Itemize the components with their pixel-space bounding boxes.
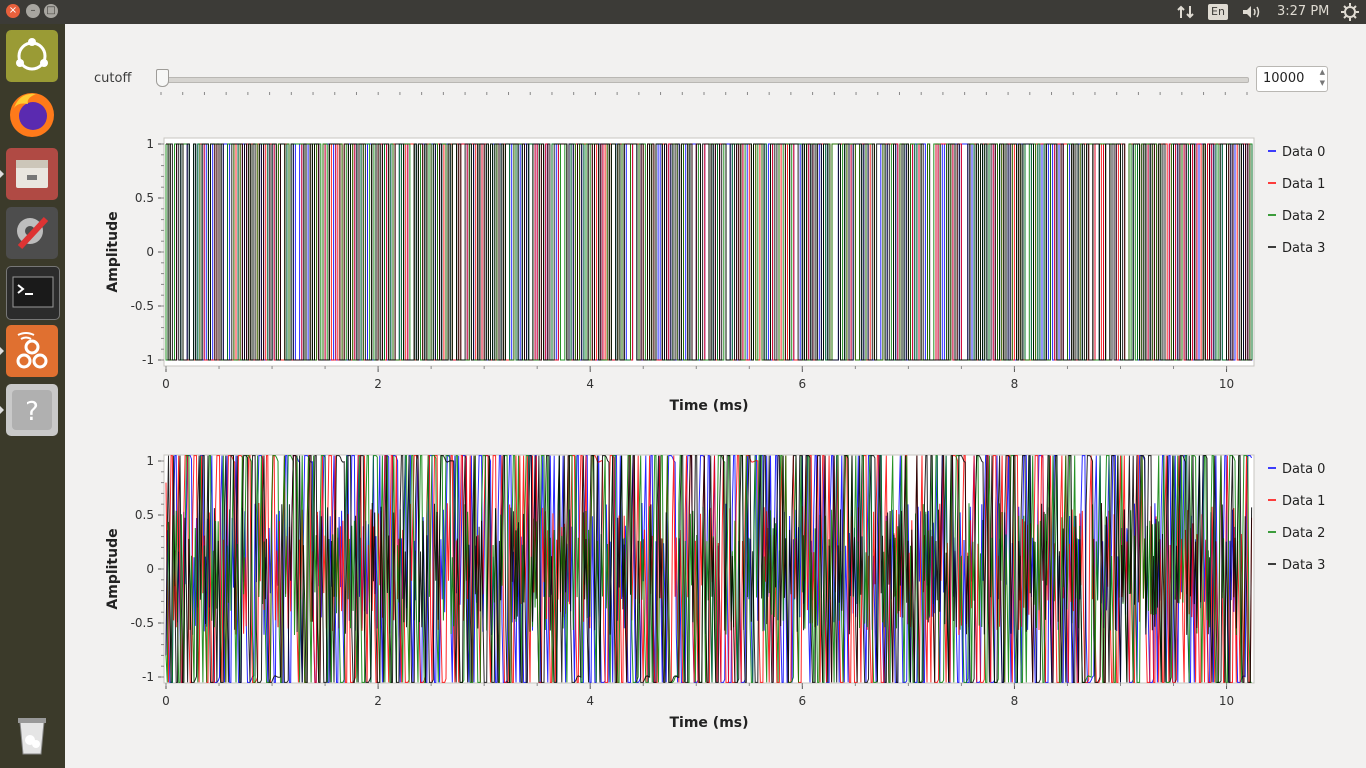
cutoff-spinbox[interactable]: 10000 ▲ ▼	[1256, 66, 1328, 92]
svg-text:?: ?	[25, 397, 39, 427]
y-tick-label: 0.5	[135, 508, 154, 522]
legend-label: Data 0	[1282, 462, 1325, 477]
y-tick-label: 0.5	[135, 191, 154, 205]
legend-label: Data 0	[1282, 145, 1325, 160]
top-panel: × – □ En 3:27 PM	[0, 0, 1366, 24]
legend-label: Data 1	[1282, 494, 1325, 509]
x-tick-label: 2	[374, 694, 382, 708]
cutoff-label: cutoff	[94, 71, 132, 86]
x-axis-label: Time (ms)	[669, 398, 748, 414]
x-tick-label: 8	[1011, 377, 1019, 391]
series-group	[165, 455, 1253, 683]
x-tick-label: 4	[586, 377, 594, 391]
file-manager-icon[interactable]	[0, 148, 58, 200]
x-axis-label: Time (ms)	[669, 715, 748, 731]
x-tick-label: 10	[1219, 694, 1234, 708]
y-tick-label: 1	[146, 137, 154, 151]
y-tick-label: -0.5	[131, 299, 154, 313]
minimize-window-button[interactable]: –	[26, 4, 40, 18]
x-tick-label: 2	[374, 377, 382, 391]
network-updown-icon[interactable]	[1176, 0, 1196, 24]
cutoff-value[interactable]: 10000	[1263, 71, 1305, 86]
spin-down-arrow-icon[interactable]: ▼	[1319, 79, 1325, 87]
series-line-3	[165, 455, 1253, 683]
y-tick-label: -1	[142, 353, 154, 367]
series-line-3	[166, 143, 1252, 361]
x-tick-label: 0	[162, 694, 170, 708]
legend-label: Data 3	[1282, 558, 1325, 573]
ubuntu-dash-icon[interactable]	[6, 30, 58, 82]
cutoff-slider-track[interactable]	[161, 77, 1249, 83]
speaker-icon[interactable]	[1240, 0, 1264, 24]
cutoff-slider-handle[interactable]	[156, 69, 169, 87]
clock[interactable]: 3:27 PM	[1277, 4, 1330, 19]
maximize-window-button[interactable]: □	[44, 4, 58, 18]
time-plot-1: 1 0.5 0 -0.5 -1 0 2 4 6 8 10 Time (ms) Amplitude Data…	[105, 137, 1325, 414]
x-tick-label: 8	[1011, 694, 1019, 708]
x-tick-label: 0	[162, 377, 170, 391]
close-window-button[interactable]: ×	[6, 4, 20, 18]
legend-label: Data 1	[1282, 177, 1325, 192]
legend-label: Data 2	[1282, 209, 1325, 224]
time-plot-2: 1 0.5 0 -0.5 -1 0 2 4 6 8 10 Time (ms) Amplitude Data…	[105, 454, 1325, 731]
x-tick-label: 6	[799, 694, 807, 708]
spin-up-arrow-icon[interactable]: ▲	[1319, 68, 1325, 76]
help-icon[interactable]: ?	[0, 384, 58, 436]
system-settings-icon[interactable]	[6, 207, 58, 259]
series-line-1	[165, 455, 1253, 683]
y-axis-label: Amplitude	[105, 211, 121, 292]
gear-icon[interactable]	[1340, 0, 1360, 24]
cutoff-slider-ticks	[160, 92, 1248, 95]
legend-label: Data 2	[1282, 526, 1325, 541]
y-axis-label: Amplitude	[105, 528, 121, 609]
y-tick-label: -1	[142, 670, 154, 684]
x-tick-label: 6	[799, 377, 807, 391]
keyboard-language-indicator[interactable]: En	[1208, 4, 1228, 20]
y-tick-label: 0	[146, 245, 154, 259]
terminal-icon[interactable]	[6, 266, 60, 320]
series-group	[165, 143, 1253, 361]
trash-icon[interactable]	[6, 710, 58, 762]
y-tick-label: 1	[146, 454, 154, 468]
gnuradio-companion-icon[interactable]	[0, 325, 58, 377]
y-tick-label: 0	[146, 562, 154, 576]
x-tick-label: 4	[586, 694, 594, 708]
x-tick-label: 10	[1219, 377, 1234, 391]
legend-label: Data 3	[1282, 241, 1325, 256]
firefox-icon[interactable]	[6, 88, 58, 140]
y-tick-label: -0.5	[131, 616, 154, 630]
launcher: ?	[0, 24, 65, 768]
